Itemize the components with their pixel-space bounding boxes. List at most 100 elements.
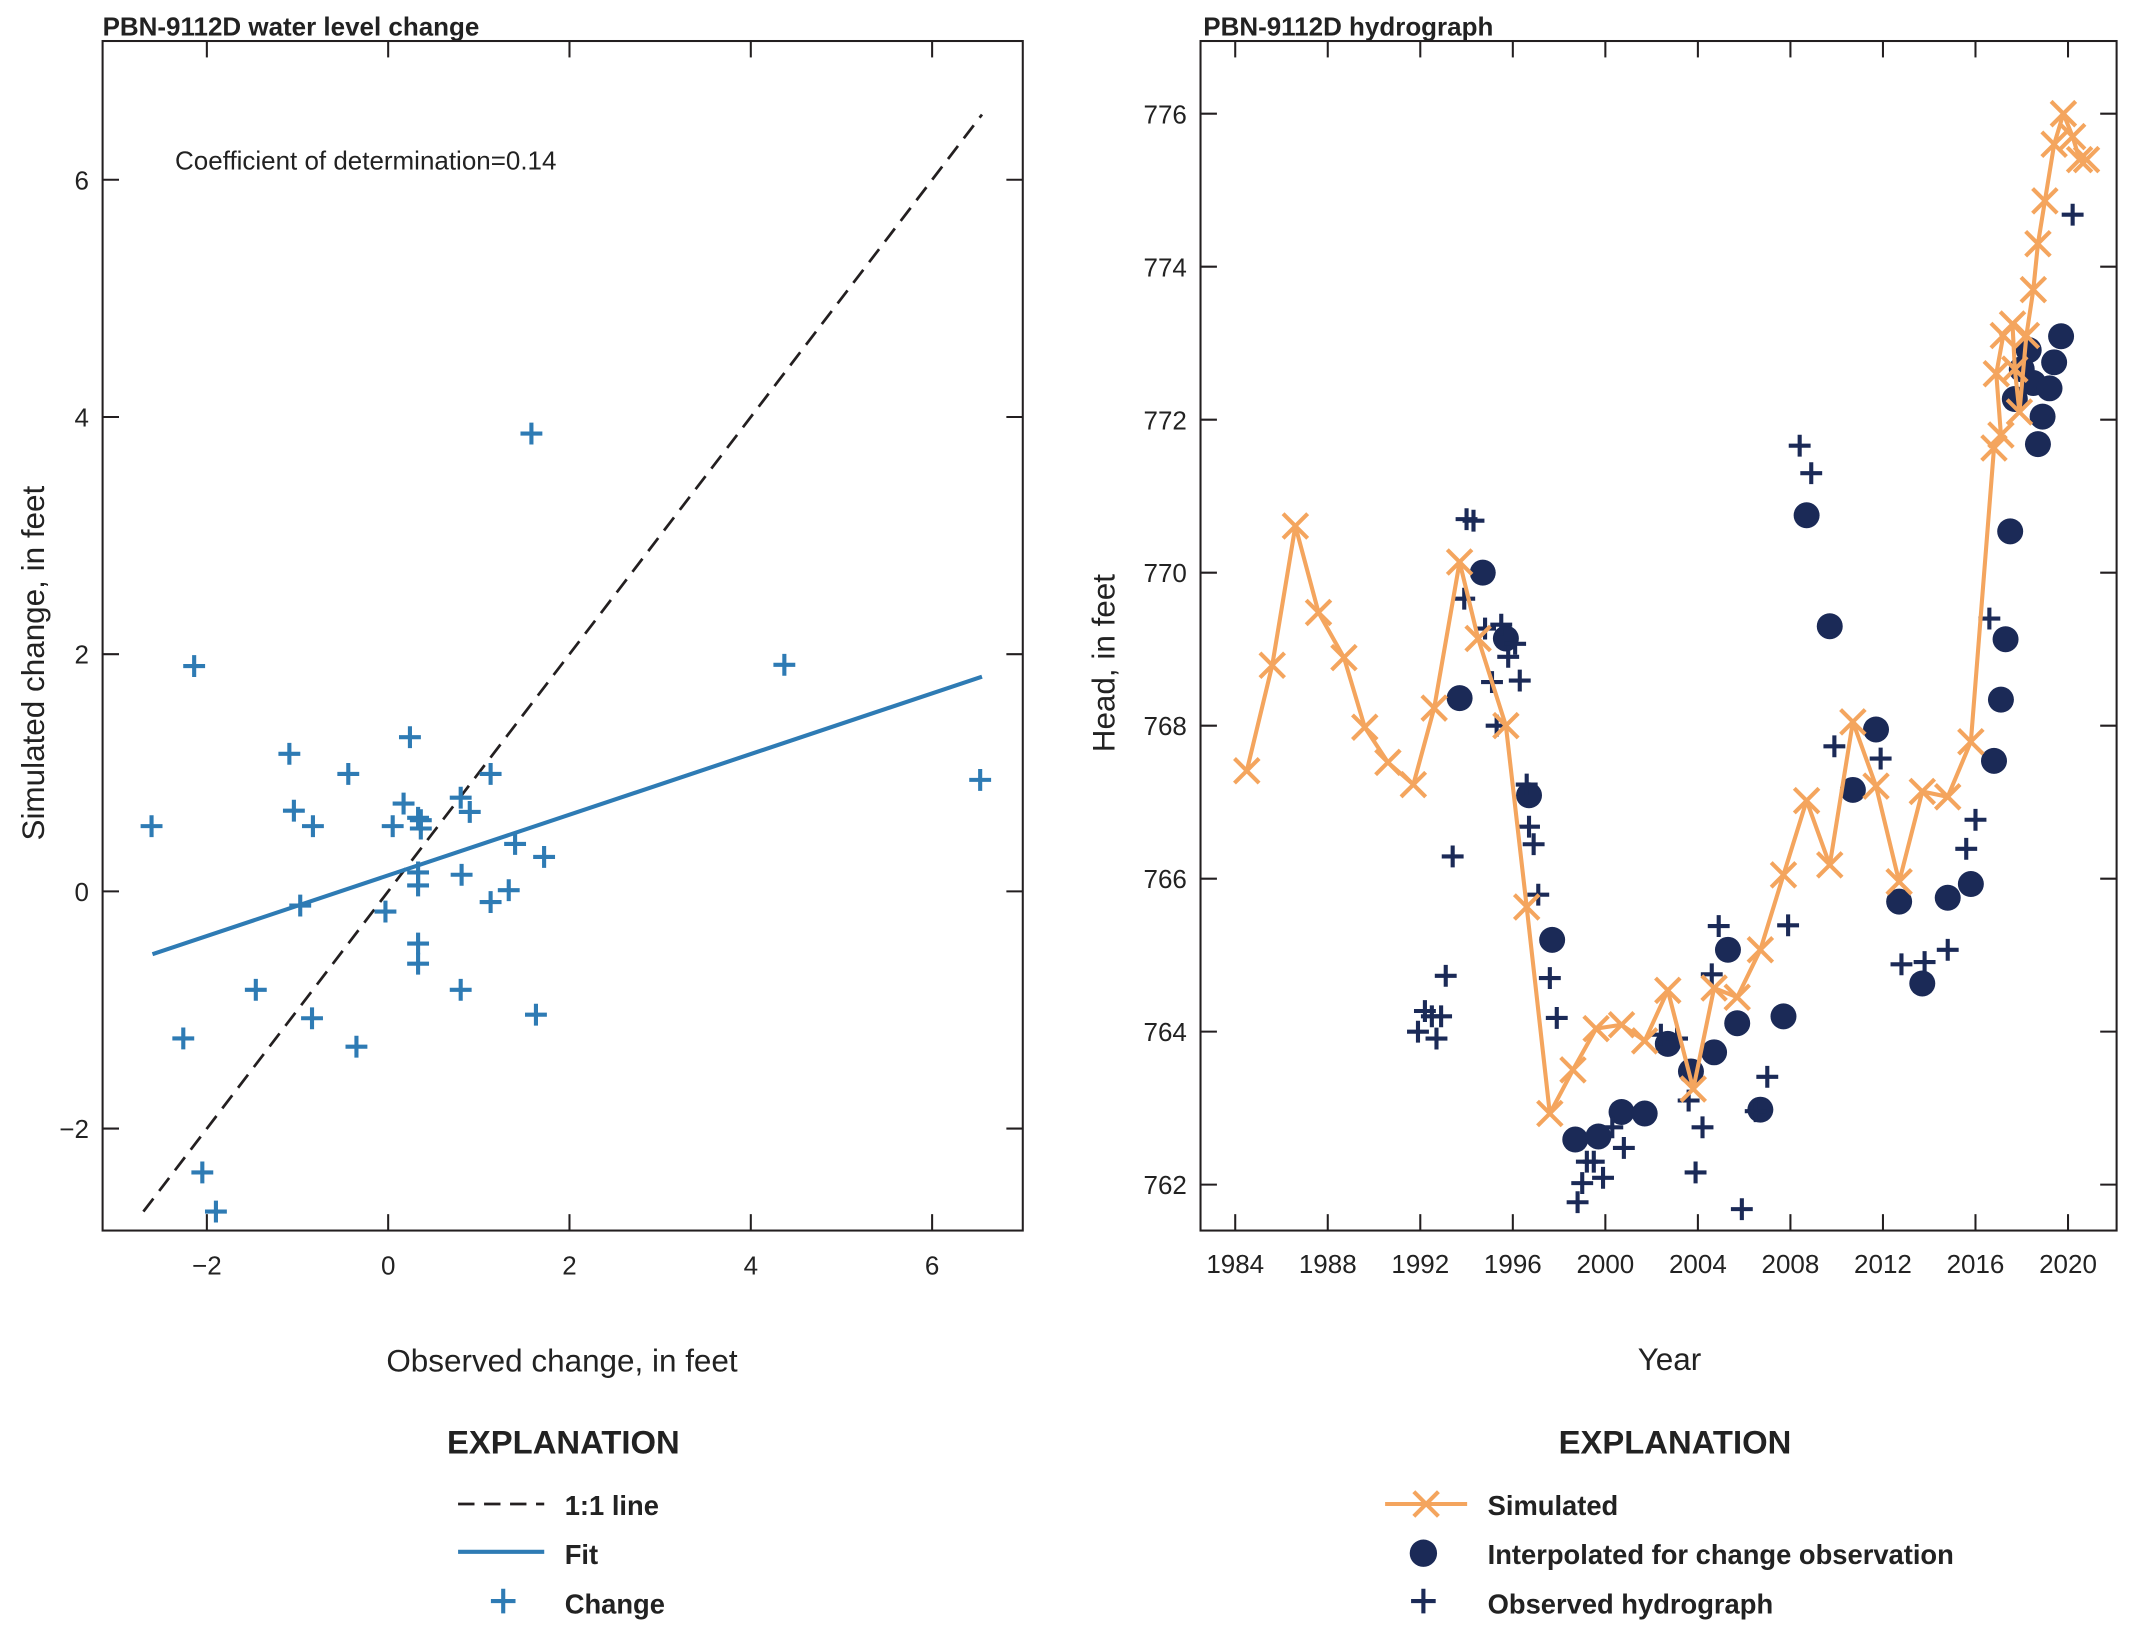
change-point [479, 891, 502, 913]
interpolated-point [2036, 375, 2063, 402]
observed-point [1823, 735, 1846, 758]
y-tick-label: 2 [74, 640, 88, 670]
observed-point [1441, 845, 1464, 868]
change-point [172, 1027, 195, 1050]
interpolated-point [1701, 1039, 1728, 1066]
right-legend-heading: EXPLANATION [1559, 1423, 1792, 1460]
simulated-point [1908, 777, 1937, 806]
x-tick-label: −2 [192, 1250, 222, 1280]
simulated-point [1330, 643, 1358, 672]
simulated-point [1723, 983, 1751, 1011]
change-point [374, 900, 397, 923]
legend-change-label: Change [565, 1588, 665, 1619]
x-tick-label: 6 [925, 1250, 939, 1280]
observed-point [1566, 1191, 1589, 1214]
observed-point [1545, 1006, 1568, 1029]
change-point [345, 1035, 368, 1058]
interpolated-point [1816, 613, 1843, 640]
observed-point [1890, 953, 1913, 976]
right-y-axis-label: Head, in feet [1086, 574, 1121, 753]
legend-observed-label: Observed hydrograph [1488, 1588, 1774, 1619]
change-point [497, 879, 520, 902]
x-tick-label: 1992 [1391, 1249, 1449, 1279]
change-point [450, 863, 473, 886]
observed-point [1515, 773, 1538, 796]
change-point [278, 742, 301, 765]
interpolated-point [1793, 502, 1820, 529]
observed-point [1744, 1100, 1767, 1123]
y-tick-label: 776 [1144, 99, 1187, 129]
x-tick-label: 1984 [1206, 1249, 1264, 1279]
simulated-point [2049, 99, 2078, 128]
observed-point [1430, 1005, 1453, 1028]
hydrograph-chart: PBN-9112D hydrograph Year Head, in feet … [1086, 12, 2118, 1377]
one-to-one-line [142, 113, 984, 1213]
simulated-point [1862, 772, 1890, 800]
simulated-point [1492, 711, 1520, 740]
simulated-point [1769, 861, 1798, 889]
observed-point [1800, 462, 1823, 485]
interpolated-point [1469, 559, 1496, 586]
interpolated-point [1585, 1123, 1612, 1150]
simulated-point [1679, 1075, 1708, 1103]
change-point [533, 846, 556, 868]
change-point [381, 815, 404, 838]
change-point [191, 1161, 214, 1184]
interpolated-point [1608, 1098, 1635, 1125]
observed-point [2061, 203, 2084, 226]
observed-point [1955, 837, 1978, 860]
left-legend: EXPLANATION 1:1 line Fit Change [447, 1423, 680, 1619]
legend-fit-label: Fit [565, 1539, 598, 1570]
observed-point [1407, 1020, 1429, 1043]
change-point [773, 653, 796, 676]
observed-point [1504, 632, 1527, 655]
x-tick-label: 2 [562, 1250, 576, 1280]
observed-point [1497, 645, 1520, 668]
simulated-point [1582, 1014, 1610, 1043]
simulated-point [1464, 624, 1492, 653]
simulated-point [2040, 130, 2068, 159]
simulated-point [1839, 708, 1867, 736]
right-x-axis-label: Year [1638, 1342, 1702, 1377]
interpolated-point [1714, 936, 1741, 963]
x-tick-label: 4 [744, 1250, 758, 1280]
interpolated-point [1724, 1010, 1751, 1037]
simulated-point [1700, 974, 1728, 1002]
simulated-point [2072, 145, 2101, 174]
observed-point [1700, 963, 1723, 986]
left-chart-title: PBN-9112D water level change [103, 12, 480, 42]
simulated-line [1244, 111, 2087, 1116]
simulated-point [2001, 355, 2029, 383]
observed-point [1571, 1172, 1594, 1195]
simulated-point [2065, 145, 2094, 174]
observed-point [1518, 815, 1540, 838]
simulated-point [2024, 229, 2052, 258]
interpolated-point [2024, 431, 2051, 458]
change-point [407, 806, 430, 829]
x-tick-label: 2016 [1947, 1249, 2005, 1279]
observed-point [1538, 967, 1561, 990]
x-tick-label: 0 [381, 1250, 395, 1280]
interpolated-point [1770, 1003, 1797, 1030]
observed-point [1601, 1116, 1624, 1139]
x-tick-label: 2012 [1854, 1249, 1912, 1279]
interpolated-point [1863, 716, 1890, 743]
observed-point [1522, 833, 1545, 856]
change-point [409, 809, 432, 832]
y-tick-label: 6 [74, 165, 88, 195]
interpolated-point [1934, 884, 1961, 911]
change-point [525, 1003, 547, 1026]
observed-point [1869, 747, 1892, 770]
interpolated-point [1562, 1126, 1589, 1153]
y-tick-label: 0 [74, 877, 88, 907]
simulated-point [1420, 694, 1448, 722]
change-point [407, 932, 430, 955]
interpolated-point [1886, 888, 1913, 915]
y-tick-label: 768 [1144, 711, 1187, 741]
change-point [449, 786, 472, 809]
simulated-point [1987, 421, 2015, 449]
change-point [301, 1007, 323, 1030]
change-point [244, 978, 267, 1001]
interpolated-point [1957, 871, 1984, 898]
change-point [407, 952, 430, 975]
